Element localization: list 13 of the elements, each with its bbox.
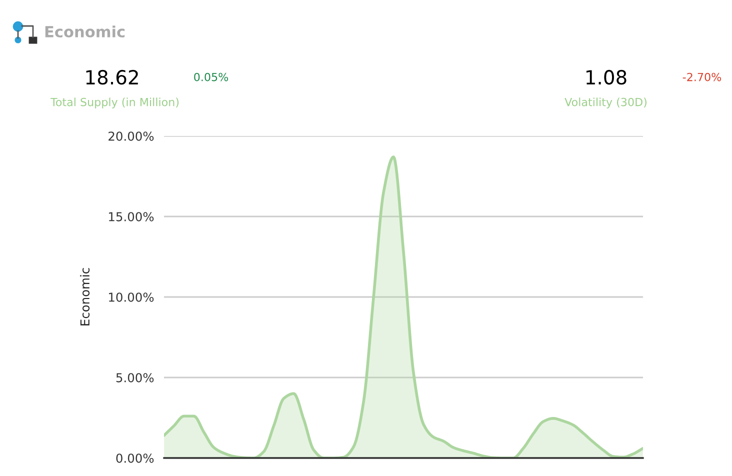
y-tick-label: 15.00% xyxy=(109,212,154,222)
text: -2.70% xyxy=(682,72,722,82)
y-tick-label: 10.00% xyxy=(109,292,154,302)
text: 18.62 xyxy=(86,70,138,85)
y-tick-label: 0.00% xyxy=(116,454,154,463)
text: 0.05% xyxy=(194,72,228,82)
y-tick-label: 20.00% xyxy=(108,132,154,141)
y-tick-label: 5.00% xyxy=(116,373,154,382)
text: Total Supply (in Million) xyxy=(50,98,179,108)
chart-title: Economic xyxy=(45,26,125,38)
text: 1.08 xyxy=(586,70,626,85)
y-axis-title: Economic xyxy=(80,268,90,326)
text: Volatility (30D) xyxy=(564,98,646,108)
